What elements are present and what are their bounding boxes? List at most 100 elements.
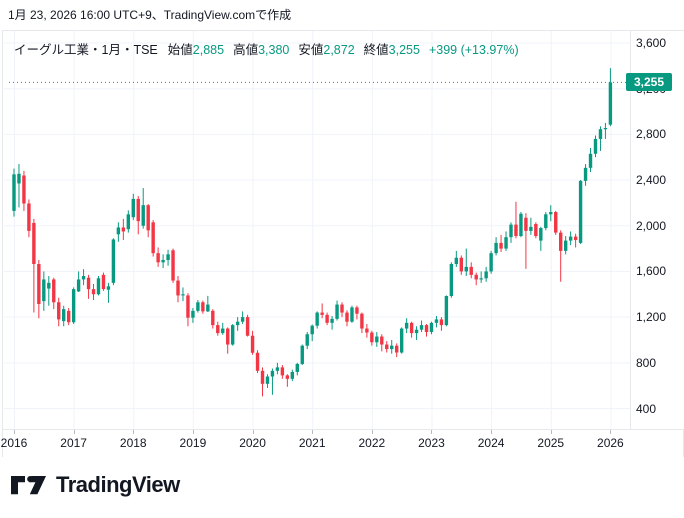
candle-body <box>325 314 329 323</box>
time-axis[interactable]: 2016 2017 2018 2019 2020 2021 2022 2023 2024 2025… <box>0 429 683 457</box>
price-axis-label: 1,600 <box>636 264 667 279</box>
candle-body <box>275 367 280 371</box>
candle-body <box>573 236 578 241</box>
candle-body <box>66 310 71 323</box>
candle-body <box>494 242 498 254</box>
candle-body <box>514 224 518 237</box>
candle-body <box>598 129 603 139</box>
candle-body <box>394 345 399 353</box>
ohlc-open: 始値2,885 <box>167 43 225 57</box>
candle-body <box>126 214 131 230</box>
candle-body <box>81 276 86 280</box>
price-axis-label: 400 <box>636 401 657 416</box>
time-axis-tick <box>491 430 493 434</box>
candle-body <box>563 240 568 251</box>
candle-body <box>499 242 503 249</box>
candle-body <box>390 345 394 350</box>
price-axis-label: 2,000 <box>636 218 667 233</box>
candle-body <box>340 304 344 313</box>
price-axis-label: 2,800 <box>636 127 667 142</box>
candle-body <box>91 289 96 295</box>
candle-body <box>176 280 180 296</box>
current-price-label: 3,255 <box>626 73 672 92</box>
candle-body <box>62 309 66 322</box>
candle-body <box>57 302 61 320</box>
candle-body <box>265 376 270 384</box>
candle-body <box>330 318 334 323</box>
candle-body <box>17 173 21 184</box>
price-axis-label: 3,600 <box>636 36 667 50</box>
chart-widget: イーグル工業・1月・TSE 始値2,885 高値3,380 安値2,872 終値… <box>0 30 684 457</box>
candle-body <box>568 236 573 241</box>
candle-body <box>245 317 250 336</box>
time-axis-tick <box>14 430 15 434</box>
candle-body <box>454 257 459 265</box>
candle-body <box>549 212 553 215</box>
candle-body <box>32 222 36 265</box>
candle-body <box>146 205 150 231</box>
candle-body <box>414 329 419 334</box>
candle-body <box>588 153 593 168</box>
price-axis[interactable]: 3,255 3,6003,2002,8002,4002,0001,6001,20… <box>626 31 684 429</box>
time-axis-tick <box>431 430 433 434</box>
candle-body <box>47 282 51 289</box>
candle-body <box>12 174 16 211</box>
price-axis-label: 2,400 <box>636 173 667 188</box>
candle-body <box>315 312 319 326</box>
candle-body <box>22 175 26 204</box>
candle-body <box>235 321 240 326</box>
candle-body <box>399 328 404 353</box>
time-axis-label: 2024 <box>477 436 505 450</box>
ohlc-close: 終値3,255 <box>363 43 420 57</box>
candle-body <box>544 214 548 229</box>
ohlc-high: 高値3,380 <box>233 43 290 57</box>
candle-body <box>230 325 235 345</box>
candle-body <box>370 332 374 343</box>
candle-body <box>603 127 608 130</box>
candle-body <box>578 180 583 243</box>
time-axis-label: 2016 <box>0 436 28 450</box>
candle-body <box>191 310 195 318</box>
candle-body <box>161 260 165 263</box>
candle-body <box>350 307 354 322</box>
candle-body <box>255 352 260 371</box>
candle-body <box>37 264 41 304</box>
candle-body <box>449 264 454 296</box>
candle-body <box>419 325 424 330</box>
candle-body <box>71 289 76 323</box>
candle-body <box>216 325 220 334</box>
time-axis-label: 2018 <box>119 436 147 450</box>
candlestick-chart-canvas[interactable] <box>4 31 630 429</box>
time-axis-label: 2025 <box>537 436 565 450</box>
candle-body <box>240 317 245 322</box>
price-axis-label: 1,200 <box>636 310 667 325</box>
candle-body <box>221 328 225 334</box>
candle-body <box>484 271 488 279</box>
candle-body <box>355 307 359 314</box>
symbol-title: イーグル工業・1月・TSE <box>14 43 158 57</box>
candle-body <box>151 222 155 254</box>
candle-body <box>260 370 265 384</box>
time-axis-tick <box>133 430 135 434</box>
candle-body <box>111 239 116 283</box>
candle-body <box>211 310 215 326</box>
candle-body <box>583 167 588 181</box>
candle-body <box>434 319 439 323</box>
candle-body <box>290 371 295 379</box>
candle-body <box>534 224 538 237</box>
candle-body <box>479 278 483 280</box>
candle-body <box>305 334 309 346</box>
tradingview-logo[interactable]: TradingView <box>10 472 180 498</box>
candle-body <box>141 205 145 226</box>
price-axis-label: 800 <box>636 355 657 370</box>
time-axis-label: 2022 <box>358 436 386 450</box>
candle-body <box>136 198 140 222</box>
candle-body <box>186 295 190 318</box>
candle-body <box>608 82 613 125</box>
candle-body <box>459 257 463 272</box>
candle-body <box>489 253 493 272</box>
time-axis-tick <box>371 430 373 434</box>
candle-body <box>101 274 106 290</box>
candle-body <box>156 253 160 263</box>
candle-body <box>554 212 558 233</box>
